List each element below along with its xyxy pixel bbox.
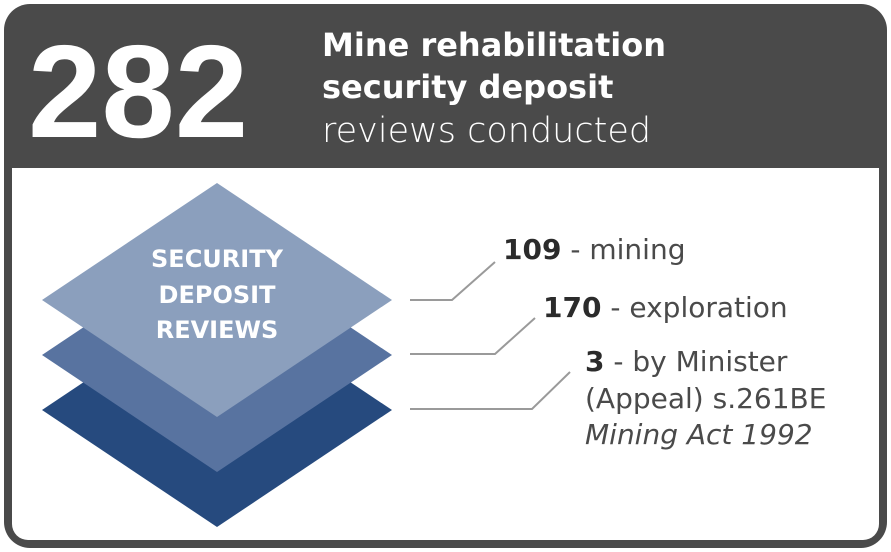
item-number: 3 — [585, 345, 604, 378]
item: 109 - mining — [503, 233, 685, 266]
item-text: - by Minister — [613, 345, 788, 378]
diagram-label: REVIEWS — [156, 316, 279, 344]
header-title: Mine rehabilitation — [322, 26, 666, 64]
item-number: 109 — [503, 233, 561, 266]
item: 170 - exploration — [543, 291, 788, 324]
header-number: 282 — [28, 18, 248, 165]
item-italic: Mining Act 1992 — [585, 418, 813, 451]
layer-top — [42, 183, 392, 417]
diagram-label: DEPOSIT — [159, 281, 277, 309]
leader-line — [410, 371, 571, 410]
item: 3 - by Minister — [585, 345, 788, 378]
item-text: - mining — [570, 233, 685, 266]
item-number: 170 — [543, 291, 601, 324]
item-text: - exploration — [610, 291, 787, 324]
item-extra: (Appeal) s.261BE — [585, 382, 826, 415]
header-title: security deposit — [322, 68, 613, 106]
diagram-label: SECURITY — [151, 245, 284, 273]
body-panel-top — [12, 168, 879, 198]
leader-line — [410, 261, 496, 301]
header-subtitle: reviews conducted — [322, 111, 651, 151]
leader-line — [410, 317, 536, 355]
